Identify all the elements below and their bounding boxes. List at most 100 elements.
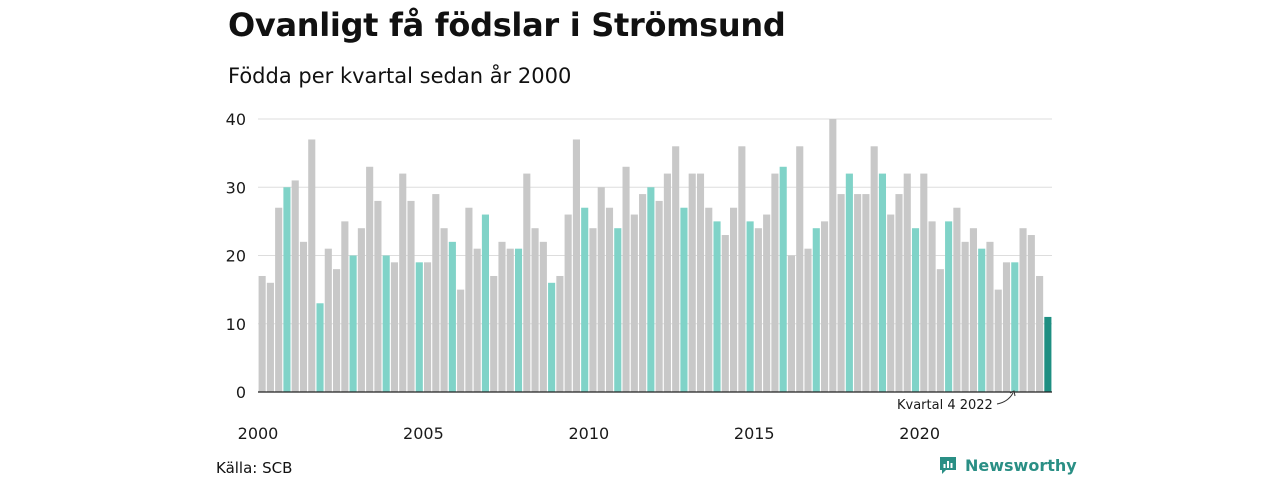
bar-2002-q4 xyxy=(349,255,357,392)
bar-2001-q2 xyxy=(299,241,308,392)
bar-2009-q3 xyxy=(572,139,580,392)
bar-2005-q1 xyxy=(423,262,432,392)
x-tick-label: 2010 xyxy=(568,424,609,443)
bar-2005-q2 xyxy=(432,194,440,392)
bar-2016-q2 xyxy=(796,146,804,392)
bar-2018-q1 xyxy=(854,194,862,392)
bar-2017-q3 xyxy=(837,194,845,392)
bar-2003-q4 xyxy=(382,255,390,392)
bar-2004-q2 xyxy=(399,173,407,392)
y-tick-label: 30 xyxy=(226,178,246,197)
bar-2022-q4 xyxy=(1011,262,1019,392)
bar-2011-q3 xyxy=(639,194,647,392)
bar-2018-q4 xyxy=(878,173,887,392)
bar-2013-q2 xyxy=(696,173,705,392)
bar-2007-q2 xyxy=(498,241,506,392)
bar-2004-q3 xyxy=(407,200,415,392)
bar-2012-q1 xyxy=(655,200,663,392)
bar-2014-q2 xyxy=(730,207,738,392)
x-axis-tick-labels: 2000 2005 2010 2015 2020 xyxy=(238,424,940,443)
bar-2000-q4 xyxy=(283,187,291,392)
bar-2018-q2 xyxy=(862,194,870,392)
bar-2011-q4 xyxy=(647,187,655,392)
bar-2010-q3 xyxy=(605,207,614,392)
bar-2022-q2 xyxy=(994,289,1002,392)
bar-2006-q3 xyxy=(473,248,481,392)
bar-2021-q2 xyxy=(961,241,969,392)
bar-2011-q2 xyxy=(630,214,638,392)
bar-2019-q3 xyxy=(903,173,911,392)
bar-2019-q2 xyxy=(895,194,903,392)
bar-2003-q2 xyxy=(366,166,374,392)
bar-2017-q4 xyxy=(845,173,853,392)
bar-2012-q2 xyxy=(663,173,671,392)
bar-2012-q3 xyxy=(672,146,680,392)
bar-2007-q3 xyxy=(506,248,514,392)
brand-name: Newsworthy xyxy=(965,455,1077,475)
bar-2002-q1 xyxy=(324,248,332,392)
annotation-arrowhead xyxy=(1009,390,1016,397)
brand-logo-link[interactable]: Newsworthy xyxy=(938,455,1077,475)
y-tick-label: 40 xyxy=(226,110,246,129)
bar-2000-q1 xyxy=(258,275,266,392)
bar-2013-q4 xyxy=(713,221,721,392)
bar-2015-q1 xyxy=(754,228,762,392)
bar-2001-q1 xyxy=(291,180,299,392)
newsworthy-logo-icon xyxy=(940,457,956,474)
bar-2020-q4 xyxy=(945,221,953,392)
bar-2001-q3 xyxy=(308,139,316,392)
bar-2012-q4 xyxy=(680,207,688,392)
bar-2000-q2 xyxy=(266,282,274,392)
x-tick-label: 2005 xyxy=(403,424,444,443)
bar-2015-q2 xyxy=(763,214,771,392)
bar-2019-q1 xyxy=(887,214,895,392)
y-tick-label: 0 xyxy=(236,383,246,402)
bar-2016-q4 xyxy=(812,228,820,392)
bar-2008-q4 xyxy=(548,282,556,392)
bar-2003-q1 xyxy=(357,228,365,392)
bar-2016-q1 xyxy=(787,255,796,392)
bar-2020-q1 xyxy=(920,173,928,392)
bar-2005-q3 xyxy=(440,228,448,392)
bar-2003-q3 xyxy=(374,200,382,392)
bar-2013-q3 xyxy=(705,207,713,392)
bar-2008-q2 xyxy=(531,228,539,392)
bar-2023-q4 xyxy=(1044,316,1052,392)
annotation: Kvartal 4 2022 xyxy=(897,390,1016,413)
bar-2006-q4 xyxy=(481,214,490,392)
bar-2009-q1 xyxy=(556,275,564,392)
bar-2004-q1 xyxy=(390,262,399,392)
bar-2006-q2 xyxy=(465,207,473,392)
x-tick-label: 2000 xyxy=(238,424,279,443)
bar-2023-q3 xyxy=(1036,275,1044,392)
chart-title: Ovanligt få födslar i Strömsund xyxy=(228,6,786,44)
bar-2020-q3 xyxy=(936,269,944,392)
bar-2017-q1 xyxy=(820,221,829,392)
bar-2008-q1 xyxy=(523,173,531,392)
annotation-label: Kvartal 4 2022 xyxy=(897,398,993,413)
bar-2004-q4 xyxy=(415,262,423,392)
bar-2010-q2 xyxy=(597,187,605,392)
y-axis-tick-labels: 0 10 20 30 40 xyxy=(226,110,246,402)
bar-2021-q4 xyxy=(978,248,986,392)
y-tick-label: 10 xyxy=(226,315,246,334)
bar-2021-q1 xyxy=(953,207,961,392)
x-tick-label: 2015 xyxy=(734,424,775,443)
bar-2020-q2 xyxy=(928,221,936,392)
source-label: Källa: SCB xyxy=(216,459,293,477)
bar-2009-q2 xyxy=(564,214,572,392)
bar-2021-q3 xyxy=(969,228,977,392)
bar-2014-q4 xyxy=(746,221,754,392)
bar-2007-q4 xyxy=(514,248,523,392)
bar-2022-q1 xyxy=(986,241,994,392)
x-tick-label: 2020 xyxy=(899,424,940,443)
bar-2023-q2 xyxy=(1027,235,1035,392)
bar-2017-q2 xyxy=(829,119,837,392)
bar-2018-q3 xyxy=(870,146,878,392)
bar-2008-q3 xyxy=(539,241,547,392)
bar-2010-q4 xyxy=(614,228,622,392)
bar-2002-q3 xyxy=(341,221,349,392)
bar-2007-q1 xyxy=(490,275,498,392)
bar-2001-q4 xyxy=(316,303,324,392)
bar-2002-q2 xyxy=(333,269,341,392)
